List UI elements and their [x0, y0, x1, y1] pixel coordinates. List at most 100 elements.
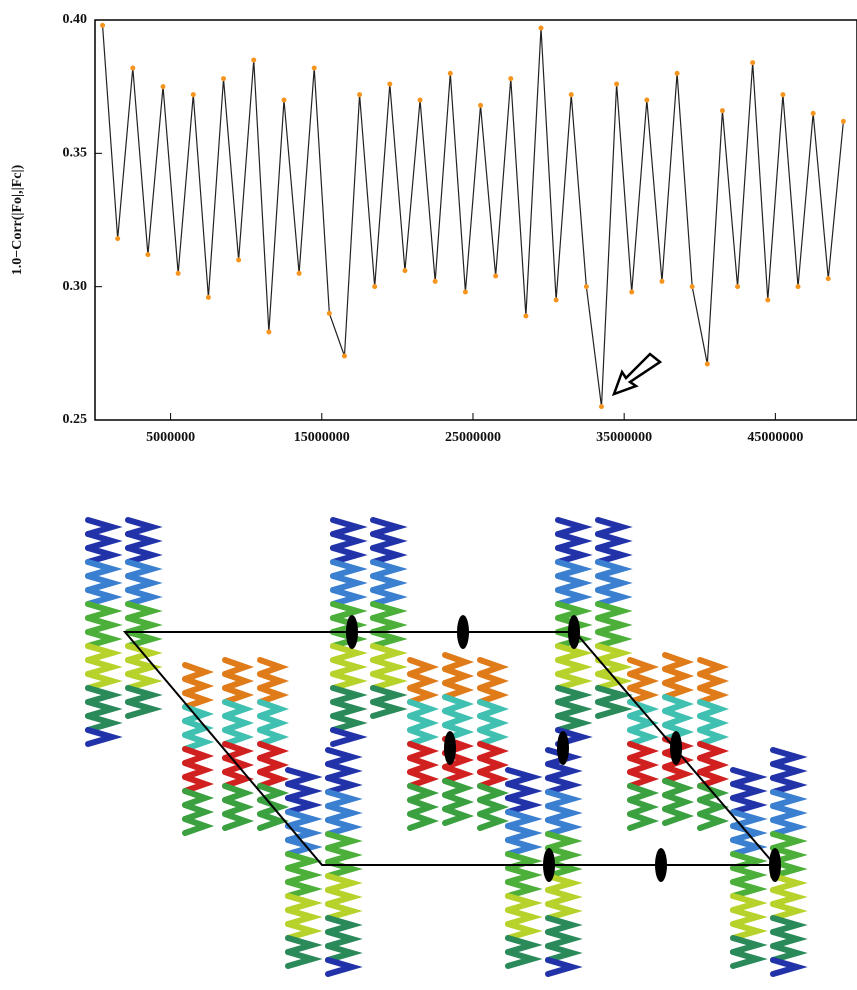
helix-segment	[545, 929, 583, 949]
helix-segment	[545, 817, 583, 837]
helix-segment	[545, 803, 583, 823]
helix-segment	[730, 865, 768, 885]
helix-segment	[595, 573, 633, 593]
helix-segment	[330, 643, 368, 663]
helix-segment	[182, 690, 215, 710]
helix-segment	[505, 949, 543, 969]
helix-segment	[407, 657, 440, 677]
helix-segment	[555, 713, 593, 733]
helix-segment	[595, 685, 633, 705]
helix-segment	[325, 817, 363, 837]
helix-segment	[477, 811, 510, 831]
data-point	[326, 310, 332, 316]
data-point	[372, 284, 378, 290]
helix-segment	[182, 662, 215, 682]
data-point	[598, 404, 604, 410]
helix-segment	[370, 531, 408, 551]
helix-segment	[222, 727, 255, 747]
data-point	[493, 273, 499, 279]
helix-segment	[730, 907, 768, 927]
helix-segment	[257, 783, 290, 803]
x-tick-label: 45000000	[747, 430, 803, 445]
helix-segment	[370, 615, 408, 635]
y-tick-label: 0.40	[63, 12, 88, 27]
helix-segment	[285, 893, 323, 913]
helix-segment	[662, 666, 695, 686]
helix-segment	[285, 837, 323, 857]
helix-segment	[662, 680, 695, 700]
helix-segment	[370, 671, 408, 691]
helix-segment	[125, 699, 163, 719]
helix-segment	[285, 935, 323, 955]
helix-segment	[85, 601, 123, 621]
data-point	[447, 70, 453, 76]
helix-segment	[770, 887, 808, 907]
helix-segment	[770, 943, 808, 963]
helix-segment	[505, 809, 543, 829]
helix-segment	[85, 545, 123, 565]
data-point	[130, 65, 136, 71]
helix-segment	[770, 873, 808, 893]
helix-segment	[370, 545, 408, 565]
helix-segment	[407, 713, 440, 733]
helix-segment	[325, 831, 363, 851]
helix-segment	[182, 816, 215, 836]
helix-segment	[555, 685, 593, 705]
helix-segment	[477, 685, 510, 705]
helix-segment	[477, 783, 510, 803]
data-point	[674, 70, 680, 76]
helix-segment	[222, 755, 255, 775]
helix-segment	[627, 671, 660, 691]
helix-segment	[545, 887, 583, 907]
helix-segment	[85, 517, 123, 537]
helix-segment	[770, 915, 808, 935]
data-point	[357, 92, 363, 98]
helix-segment	[505, 865, 543, 885]
helix-segment	[442, 708, 475, 728]
helix-segment	[697, 783, 730, 803]
helix-segment	[505, 823, 543, 843]
helix-segment	[257, 811, 290, 831]
helix-segment	[595, 615, 633, 635]
helix-segment	[222, 671, 255, 691]
helix-segment	[330, 727, 368, 747]
helix-segment	[85, 643, 123, 663]
helix-segment	[595, 545, 633, 565]
helix-segment	[555, 587, 593, 607]
helix-segment	[595, 671, 633, 691]
helix-segment	[257, 671, 290, 691]
helix-segment	[555, 559, 593, 579]
helix-segment	[285, 921, 323, 941]
helix-segment	[257, 657, 290, 677]
data-point	[221, 76, 227, 82]
helix-segment	[477, 741, 510, 761]
helix-segment	[125, 573, 163, 593]
helix-segment	[182, 760, 215, 780]
helix-segment	[125, 685, 163, 705]
helix-segment	[730, 837, 768, 857]
helix-segment	[555, 657, 593, 677]
helix-segment	[370, 573, 408, 593]
helix-segment	[257, 713, 290, 733]
helix-segment	[545, 789, 583, 809]
helix-segment	[730, 879, 768, 899]
helix-segment	[257, 769, 290, 789]
helix-segment	[627, 755, 660, 775]
helix-segment	[595, 699, 633, 719]
helix-segment	[407, 755, 440, 775]
data-point	[462, 289, 468, 295]
data-point	[417, 97, 423, 103]
helix-segment	[627, 657, 660, 677]
helix-segment	[330, 685, 368, 705]
helix-segment	[627, 797, 660, 817]
helix-segment	[730, 893, 768, 913]
data-point	[205, 294, 211, 300]
helix-segment	[257, 699, 290, 719]
helix-segment	[370, 657, 408, 677]
series-line	[101, 25, 844, 407]
helix-segment	[330, 657, 368, 677]
helix-segment	[662, 652, 695, 672]
helix-segment	[662, 708, 695, 728]
